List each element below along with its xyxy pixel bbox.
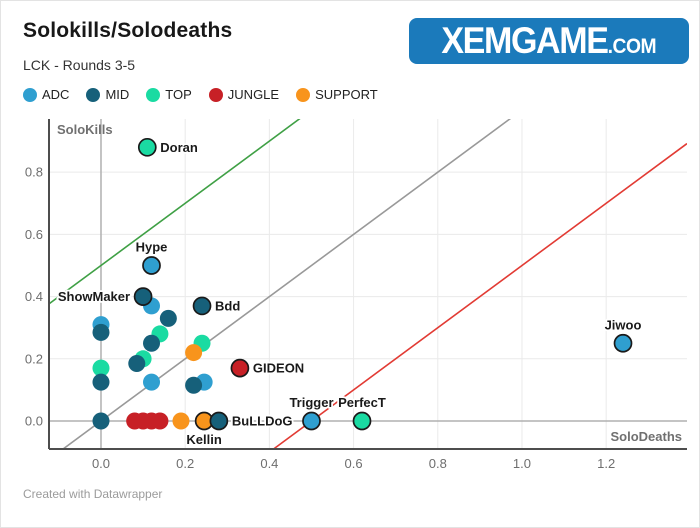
legend-label: SUPPORT (315, 87, 378, 102)
legend-item-top: TOP (146, 87, 192, 102)
point-label-bdd: Bdd (215, 298, 240, 313)
xemgame-logo-text: XEMGAME .COM (441, 20, 657, 61)
point-label-gideon: GIDEON (253, 361, 304, 376)
legend-item-mid: MID (86, 87, 129, 102)
data-point-jiwoo[interactable] (613, 333, 633, 353)
data-point-showmaker[interactable] (133, 287, 153, 306)
legend-item-jungle: JUNGLE (208, 87, 280, 102)
data-point-hype[interactable] (142, 256, 161, 275)
xemgame-logo: XEMGAME .COM (409, 18, 689, 64)
y-tick-label: 0.4 (25, 289, 43, 304)
data-point-perfect[interactable] (352, 411, 372, 431)
point-label-kellin: Kellin (186, 432, 221, 447)
reference-line-lower-diagonal (272, 142, 687, 449)
data-point-gideon[interactable] (230, 358, 250, 378)
data-point-mid-11[interactable] (92, 323, 110, 341)
point-label-perfect: PerfecT (338, 395, 386, 410)
legend-label: MID (105, 87, 130, 102)
x-tick-label: 0.2 (176, 456, 194, 471)
legend-item-adc: ADC (23, 87, 69, 102)
x-tick-label: 0.6 (345, 456, 363, 471)
data-point-trigger[interactable] (302, 411, 321, 431)
data-point-bdd[interactable] (192, 296, 212, 316)
y-axis-title: SoloKills (57, 122, 113, 137)
legend-dot-jungle (208, 87, 223, 102)
reference-line-identity-diagonal (61, 119, 512, 449)
data-point-mid-7[interactable] (143, 334, 161, 352)
point-label-showmaker: ShowMaker (58, 289, 130, 304)
data-point-mid-20[interactable] (185, 376, 203, 394)
x-tick-label: 0.4 (260, 456, 278, 471)
data-point-mid-4[interactable] (159, 309, 177, 327)
legend-dot-top (146, 87, 161, 102)
point-label-doran: Doran (160, 140, 198, 155)
legend: ADC MID TOP JUNGLE SUPPORT (23, 87, 378, 102)
y-tick-label: 0.0 (25, 414, 43, 429)
point-label-jiwoo: Jiwoo (605, 317, 642, 332)
point-label-bulldog: BuLLDoG (232, 414, 293, 429)
legend-dot-adc (23, 87, 37, 102)
datawrapper-credit: Created with Datawrapper (23, 487, 163, 501)
data-point-jungle-25[interactable] (151, 412, 169, 430)
legend-label: TOP (165, 87, 192, 102)
legend-item-support: SUPPORT (296, 87, 378, 102)
point-label-hype: Hype (136, 239, 168, 254)
legend-label: JUNGLE (227, 87, 280, 102)
data-point-doran[interactable] (137, 137, 157, 157)
point-label-trigger: Trigger (289, 395, 333, 410)
x-tick-label: 0.0 (92, 456, 110, 471)
y-tick-label: 0.6 (25, 227, 43, 242)
chart-subtitle: LCK - Rounds 3-5 (23, 57, 136, 73)
legend-label: ADC (42, 87, 70, 102)
data-point-support-16[interactable] (185, 344, 203, 362)
data-point-bulldog[interactable] (209, 411, 229, 431)
chart-title: Solokills/Solodeaths (23, 19, 233, 42)
y-tick-label: 0.2 (25, 351, 43, 366)
legend-dot-mid (86, 87, 101, 102)
data-point-mid-9[interactable] (128, 354, 146, 372)
x-tick-label: 0.8 (429, 456, 447, 471)
data-point-mid-13[interactable] (92, 373, 110, 391)
x-tick-label: 1.2 (597, 456, 615, 471)
x-axis-title: SoloDeaths (610, 429, 682, 444)
data-point-mid-14[interactable] (92, 412, 110, 430)
data-point-top-12[interactable] (92, 359, 110, 377)
data-point-support-26[interactable] (172, 412, 190, 430)
y-tick-label: 0.8 (25, 165, 43, 180)
legend-dot-support (296, 87, 311, 102)
x-tick-label: 1.0 (513, 456, 531, 471)
data-point-adc-18[interactable] (143, 373, 161, 391)
